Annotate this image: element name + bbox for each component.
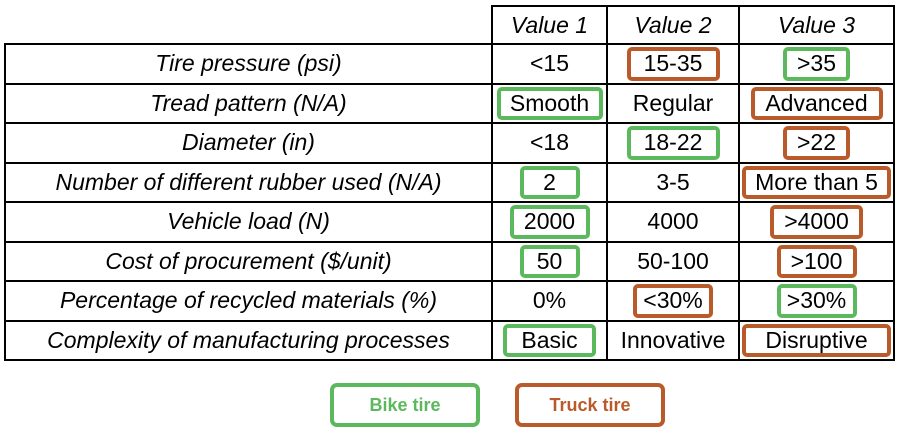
grid-hline	[4, 161, 895, 164]
bike-tire-highlight	[509, 205, 590, 239]
row-value-1: 2	[543, 168, 556, 195]
bike-tire-highlight	[626, 126, 720, 160]
row-value-3: >4000	[784, 208, 849, 235]
row-value-2: 15-35	[643, 50, 703, 77]
row-value-3: >100	[790, 247, 843, 274]
row-value-1: <15	[529, 50, 569, 77]
truck-tire-highlight	[770, 205, 863, 239]
header-value-1: Value 1	[510, 11, 589, 38]
grid-vline	[893, 5, 895, 361]
grid-hline	[491, 5, 895, 7]
grid-hline	[4, 201, 895, 203]
grid-hline	[4, 82, 895, 85]
grid-hline	[4, 359, 895, 361]
truck-tire-highlight	[626, 47, 720, 81]
row-value-3: Disruptive	[765, 326, 868, 353]
grid-hline	[4, 319, 895, 322]
truck-tire-highlight	[750, 86, 883, 120]
bike-tire-highlight	[496, 86, 603, 120]
row-value-3: >30%	[786, 287, 847, 314]
header-value-3: Value 3	[777, 11, 856, 38]
header-value-2: Value 2	[634, 11, 712, 38]
truck-tire-highlight	[783, 126, 850, 160]
bike-tire-highlight	[503, 323, 596, 357]
row-value-1: Basic	[521, 326, 578, 353]
truck-tire-highlight	[742, 323, 891, 357]
row-parameter: Tread pattern (N/A)	[150, 89, 347, 116]
row-value-2: <30%	[643, 287, 703, 314]
row-value-2: 50-100	[637, 247, 709, 274]
row-value-2: 3-5	[656, 168, 690, 195]
row-value-1: 0%	[532, 287, 567, 314]
row-value-2: Regular	[632, 89, 714, 116]
grid-vline	[491, 5, 493, 361]
row-parameter: Percentage of recycled materials (%)	[59, 287, 438, 314]
bike-tire-highlight	[783, 47, 850, 81]
row-value-2: 18-22	[643, 129, 703, 156]
truck-tire-highlight	[742, 165, 891, 199]
bike-tire-highlight	[519, 165, 580, 199]
row-parameter: Vehicle load (N)	[167, 208, 330, 235]
row-value-3: >22	[796, 129, 836, 156]
grid-vline	[606, 5, 608, 361]
row-value-2: 4000	[647, 208, 699, 235]
legend-bike-tire: Bike tire	[330, 383, 480, 427]
row-parameter: Diameter (in)	[182, 129, 315, 156]
row-parameter: Number of different rubber used (N/A)	[55, 168, 442, 195]
truck-tire-highlight	[776, 244, 857, 278]
grid-hline	[4, 240, 895, 243]
row-value-1: Smooth	[509, 89, 590, 116]
row-value-2: Innovative	[620, 326, 726, 353]
grid-vline	[738, 5, 740, 361]
truck-tire-highlight	[633, 284, 713, 318]
bike-tire-highlight	[519, 244, 580, 278]
legend-truck-tire: Truck tire	[515, 383, 665, 427]
row-value-3: More than 5	[755, 168, 878, 195]
row-value-3: >35	[796, 50, 836, 77]
grid-hline	[4, 43, 895, 45]
row-value-1: 50	[536, 247, 563, 274]
row-value-1: 2000	[523, 208, 576, 235]
row-value-1: <18	[529, 129, 569, 156]
row-parameter: Tire pressure (psi)	[155, 50, 342, 77]
grid-hline	[4, 122, 895, 124]
grid-vline	[4, 43, 6, 361]
row-parameter: Cost of procurement ($/unit)	[105, 247, 392, 274]
bike-tire-highlight	[776, 284, 857, 318]
row-parameter: Complexity of manufacturing processes	[47, 326, 450, 353]
grid-hline	[4, 280, 895, 282]
row-value-3: Advanced	[765, 89, 868, 116]
